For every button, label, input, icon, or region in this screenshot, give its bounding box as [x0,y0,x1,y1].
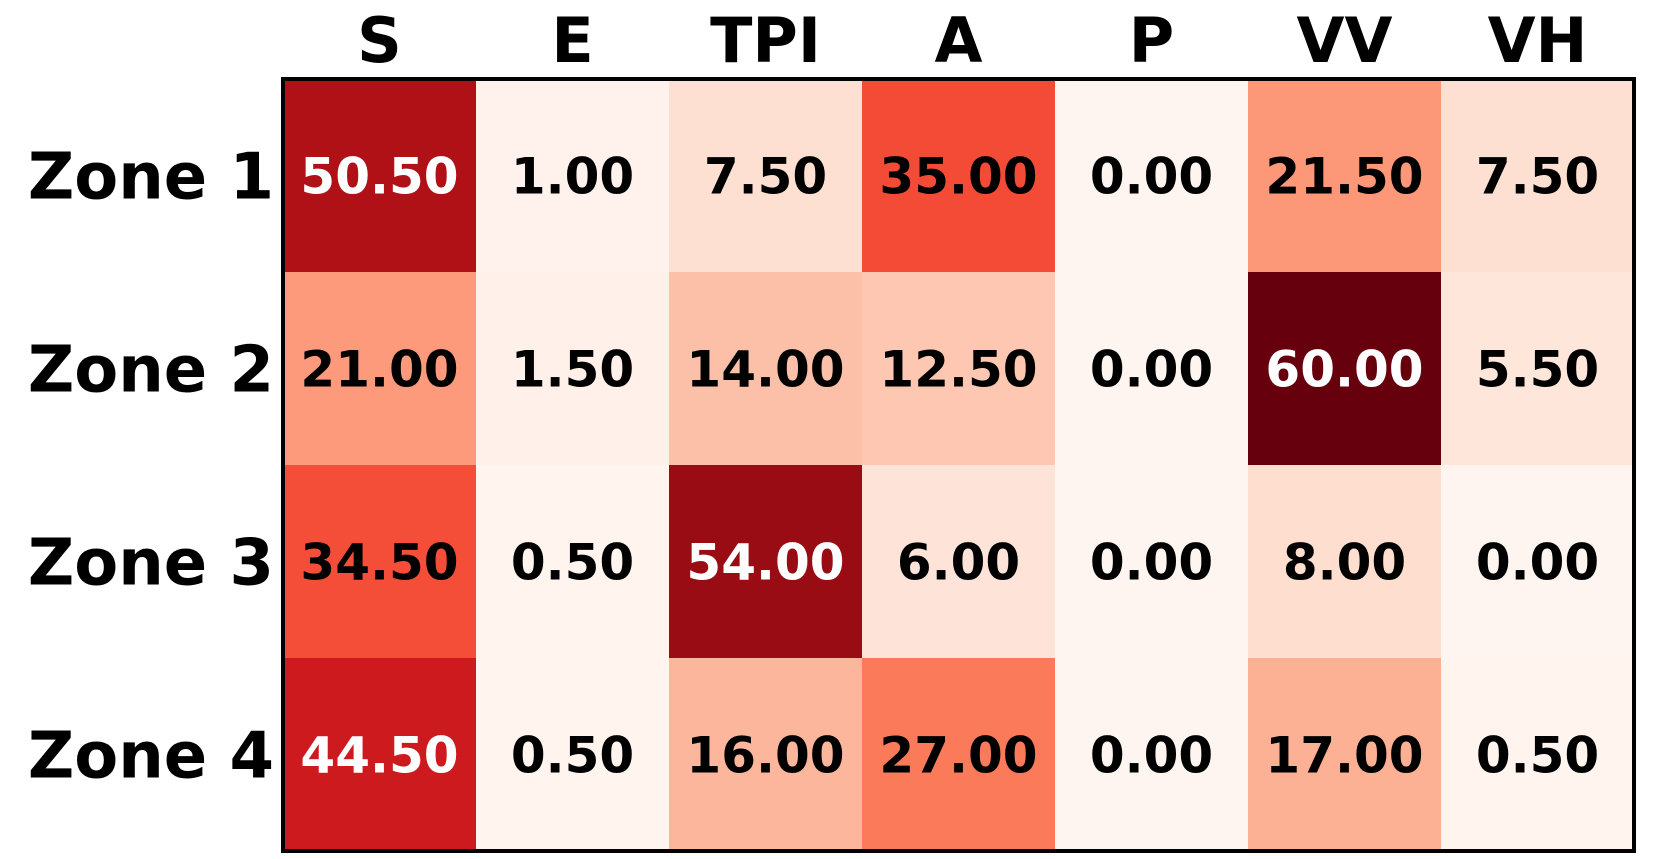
heatmap-cell [862,272,1056,466]
cell-value-label: 60.00 [1265,341,1423,399]
heatmap-cell [1441,465,1635,659]
heatmap-cell [476,79,670,273]
heatmap-cell [1441,272,1635,466]
cell-value-label: 17.00 [1265,727,1423,785]
row-label: Zone 2 [28,334,274,408]
heatmap-cell [1055,79,1249,273]
cell-value-label: 21.00 [300,341,458,399]
column-label: E [551,4,593,77]
cell-value-label: 27.00 [879,727,1037,785]
heatmap-cell [862,79,1056,273]
heatmap-cell [669,272,863,466]
cell-value-label: 16.00 [686,727,844,785]
column-label: S [357,4,402,77]
column-label: TPI [710,4,821,77]
row-label: Zone 3 [28,527,274,601]
heatmap-cell [283,465,477,659]
column-label: VV [1297,4,1393,77]
heatmap-frame [281,77,1636,853]
heatmap-cell [1248,465,1442,659]
cell-value-label: 0.50 [511,727,634,785]
cell-value-label: 0.50 [511,534,634,592]
heatmap-cell [1055,465,1249,659]
column-label: A [935,4,983,77]
cell-value-label: 44.50 [300,727,458,785]
cell-value-label: 0.00 [1090,534,1213,592]
cell-value-label: 54.00 [686,534,844,592]
cell-value-label: 6.00 [897,534,1020,592]
cell-value-label: 0.50 [1476,727,1599,785]
heatmap-cell [1248,658,1442,852]
cell-value-label: 50.50 [300,148,458,206]
cell-value-label: 0.00 [1090,727,1213,785]
cell-value-label: 0.00 [1090,148,1213,206]
heatmap-cell [669,79,863,273]
row-labels: Zone 1 Zone 2 Zone 3 Zone 4 [28,141,274,794]
cell-value-label: 5.50 [1476,341,1599,399]
cell-value-label: 1.50 [511,341,634,399]
column-labels: S E TPI A P VV VH [357,4,1587,77]
cell-value-label: 8.00 [1283,534,1406,592]
cell-value-label: 7.50 [704,148,827,206]
heatmap-cell [669,658,863,852]
heatmap-cell [283,272,477,466]
cell-value-label: 1.00 [511,148,634,206]
heatmap-cell [476,658,670,852]
heatmap-cell [476,465,670,659]
column-label: VH [1488,4,1588,77]
heatmap-cell [476,272,670,466]
heatmap-cell [1248,79,1442,273]
heatmap-cell [283,658,477,852]
heatmap-cells: 50.50 1.00 7.50 35.00 0.00 21.50 7.50 21.00 1.50… [283,79,1635,852]
cell-value-label: 12.50 [879,341,1037,399]
column-label: P [1129,4,1174,77]
heatmap-cell [669,465,863,659]
heatmap-cell [862,465,1056,659]
heatmap-cell [1441,658,1635,852]
cell-value-label: 35.00 [879,148,1037,206]
cell-value-label: 34.50 [300,534,458,592]
row-label: Zone 1 [28,141,274,215]
heatmap-cell [862,658,1056,852]
cell-value-label: 0.00 [1476,534,1599,592]
heatmap-cell [1248,272,1442,466]
cell-value-label: 7.50 [1476,148,1599,206]
heatmap-cell [1055,658,1249,852]
cell-value-label: 0.00 [1090,341,1213,399]
heatmap-cell [283,79,477,273]
heatmap-cell [1441,79,1635,273]
row-label: Zone 4 [28,720,274,794]
cell-value-label: 14.00 [686,341,844,399]
cell-value-label: 21.50 [1265,148,1423,206]
heatmap-cell [1055,272,1249,466]
